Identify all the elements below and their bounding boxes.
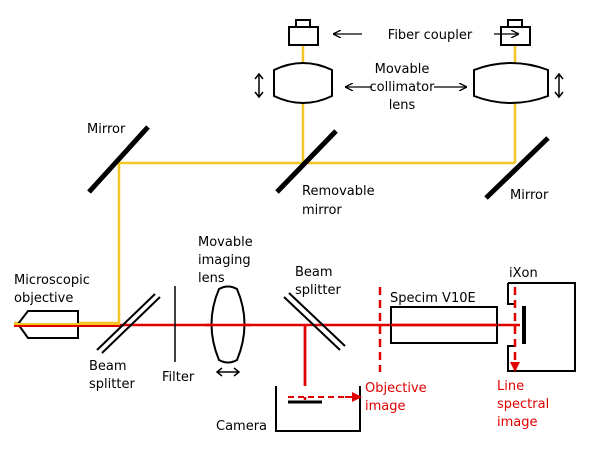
collimator-label-line2: collimator	[370, 80, 436, 95]
mirror-left-label: Mirror	[87, 122, 126, 137]
objective-image-label-line1: Objective	[365, 381, 427, 396]
collimator-lens-left	[273, 62, 333, 104]
movable-arrow-right-icon	[554, 72, 564, 99]
camera-body	[275, 386, 361, 432]
beam-splitter-1	[96, 293, 156, 351]
fiber-coupler-label: Fiber coupler	[388, 28, 473, 43]
beam-splitter-1-label-line2: splitter	[89, 377, 135, 392]
mirror-right	[484, 136, 550, 200]
movable-arrow-imaging-icon	[215, 367, 241, 377]
beam-splitter-1-label-line1: Beam	[89, 359, 127, 374]
removable-mirror	[275, 129, 338, 194]
collimator-label-line1: Movable	[375, 62, 430, 77]
collimator-lens-right	[473, 62, 549, 104]
mirror-right-label: Mirror	[510, 188, 549, 203]
beam-splitter-2	[283, 296, 341, 351]
fiber-coupler-left	[288, 19, 319, 46]
ixon-label: iXon	[509, 266, 538, 281]
removable-mirror-label-line2: mirror	[302, 203, 342, 218]
beam-splitter-2-label-line2: splitter	[295, 283, 341, 298]
camera-label: Camera	[216, 419, 267, 434]
imaging-lens-label-line3: lens	[198, 271, 225, 286]
line-spectral-label-line3: image	[497, 415, 538, 430]
line-spectral-label-line1: Line	[497, 379, 524, 394]
imaging-lens-label-line1: Movable	[198, 235, 253, 250]
line-spectral-label-line2: spectral	[497, 397, 549, 412]
ixon-detector	[507, 282, 576, 372]
imaging-lens-label-line2: imaging	[198, 253, 251, 268]
filter-label: Filter	[162, 370, 195, 385]
objective-label-line1: Microscopic	[14, 273, 90, 288]
beam-splitter-2-label-line1: Beam	[295, 265, 333, 280]
objective-label-line2: objective	[14, 291, 73, 306]
collimator-label-line3: lens	[389, 98, 416, 113]
spectrograph-label: Specim V10E	[390, 291, 476, 306]
objective-image-label-line2: image	[365, 399, 406, 414]
movable-arrow-left-icon	[254, 72, 264, 99]
fiber-coupler-right	[500, 19, 531, 46]
mirror-left	[87, 125, 150, 194]
removable-mirror-label-line1: Removable	[302, 184, 375, 199]
